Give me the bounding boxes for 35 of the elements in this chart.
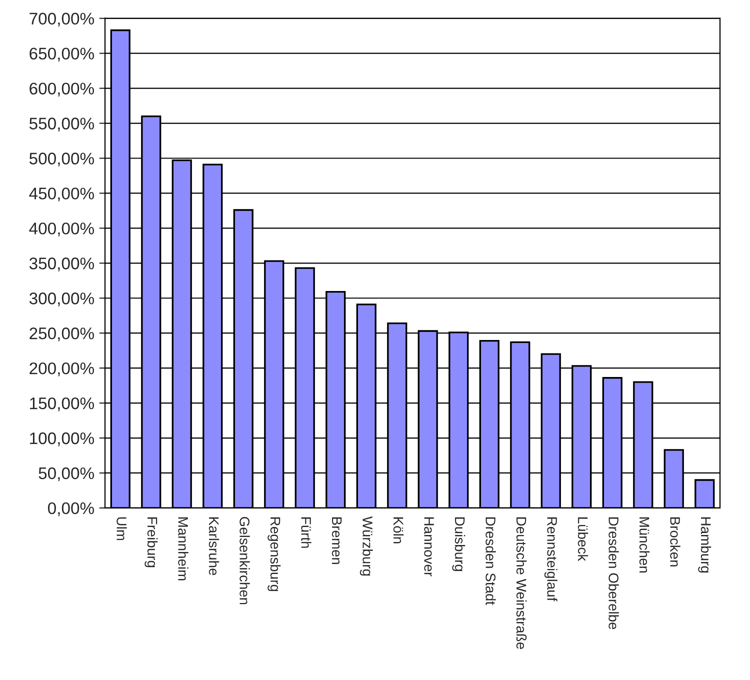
- x-tick-label: Hannover: [424, 517, 434, 576]
- y-tick-label: 550,00%: [29, 118, 94, 132]
- y-tick-label: 150,00%: [30, 397, 94, 412]
- x-tick-label: Rennsteiglauf: [544, 517, 558, 602]
- y-tick-label: 600,00%: [30, 82, 94, 96]
- x-tick-label: Bremen: [332, 517, 342, 564]
- y-tick-label: 0,00%: [48, 502, 94, 516]
- x-tick-label: Brocken: [670, 517, 680, 566]
- x-tick-label: Dresden Stadt: [486, 517, 496, 605]
- y-tick-label: 250,00%: [30, 328, 94, 342]
- x-tick-label: Würzburg: [360, 516, 373, 576]
- x-tick-label: Ulm: [116, 517, 127, 540]
- x-tick-label: Karlsruhe: [208, 517, 220, 576]
- x-tick-label: München: [639, 517, 650, 573]
- x-tick-label: Gelsenkirchen: [240, 516, 250, 604]
- x-tick-label: Mannheim: [178, 517, 188, 580]
- y-tick-label: 700,00%: [30, 12, 94, 27]
- y-tick-label: 50,00%: [38, 467, 94, 482]
- y-tick-label: 450,00%: [29, 188, 94, 202]
- y-tick-label: 200,00%: [30, 362, 94, 376]
- y-tick-label: 100,00%: [30, 432, 94, 446]
- x-tick-label: Fürth: [301, 517, 312, 548]
- y-tick-label: 500,00%: [29, 152, 94, 166]
- y-tick-label: 650,00%: [30, 48, 94, 62]
- y-tick-label: 400,00%: [29, 222, 94, 236]
- x-tick-label: Regensburg: [268, 517, 281, 592]
- x-tick-label: Deutsche Weinstraße: [516, 517, 527, 649]
- x-tick-label: Freiburg: [144, 517, 158, 568]
- x-tick-label: Hamburg: [698, 517, 712, 573]
- x-tick-label: Dresden Oberelbe: [608, 517, 619, 630]
- x-tick-label: Duisburg: [452, 517, 466, 571]
- x-tick-label: Lübeck: [578, 517, 588, 562]
- y-tick-label: 350,00%: [29, 258, 94, 272]
- x-tick-label: Köln: [393, 517, 404, 544]
- y-tick-label: 300,00%: [29, 292, 94, 306]
